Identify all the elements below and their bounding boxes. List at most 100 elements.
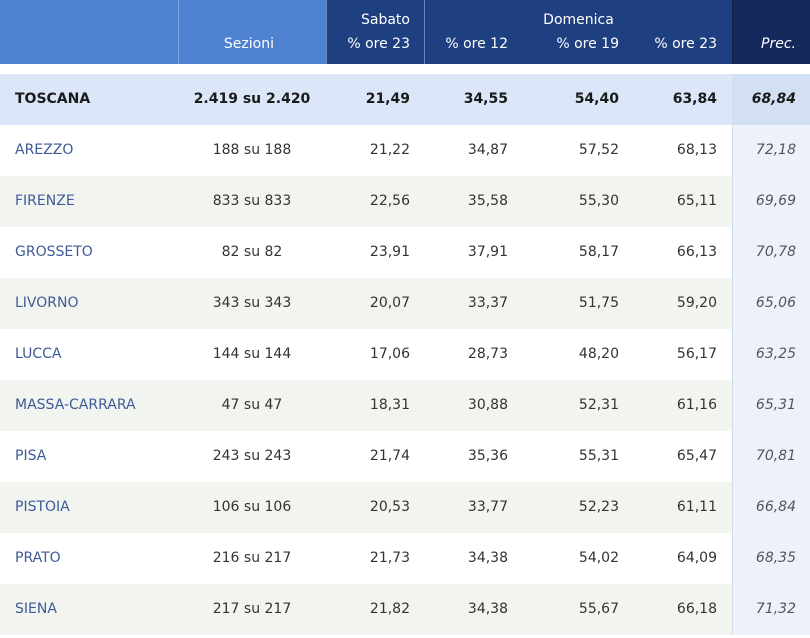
prec-column-bg [732,380,810,431]
sabato-ore23-value: 21,22 [369,142,410,158]
sabato-ore23-value: 23,91 [369,244,410,260]
prec-column-bg [732,227,810,278]
domenica-ore12-value: 34,38 [467,601,508,617]
prec-column-bg [732,176,810,227]
prec-column-bg [732,533,810,584]
table-row[interactable]: PISA 243 su 243 21,74 35,36 55,31 65,47 70,81 [0,431,810,482]
sabato-ore23-value: 20,53 [369,499,410,515]
domenica-ore12-value: 35,36 [467,448,508,464]
prec-value: 70,81 [755,448,796,464]
header-sezioni: Sezioni [178,0,326,64]
table-body: TOSCANA 2.419 su 2.420 21,49 34,55 54,40 63,8… [0,74,810,635]
sezioni-value: 216 su 217 [212,550,292,566]
domenica-ore19-value: 54,40 [574,91,619,107]
prec-value: 66,84 [755,499,796,515]
header-sabato: Sabato % ore 23 [326,0,424,64]
table-row[interactable]: SIENA 217 su 217 21,82 34,38 55,67 66,18 71,32 [0,584,810,635]
prec-column-bg [732,278,810,329]
domenica-ore12-value: 28,73 [467,346,508,362]
table-row[interactable]: PRATO 216 su 217 21,73 34,38 54,02 64,09 68,35 [0,533,810,584]
sezioni-value: 47 su 47 [221,397,283,413]
prec-value: 63,25 [755,346,796,362]
domenica-ore19-value: 57,52 [578,142,619,158]
header-sabato-ore23: % ore 23 [347,36,410,52]
header-sezioni-label: Sezioni [223,36,274,52]
sabato-ore23-value: 21,82 [369,601,410,617]
domenica-ore23-value: 68,13 [676,142,717,158]
table-row[interactable]: GROSSETO 82 su 82 23,91 37,91 58,17 66,13 70,7… [0,227,810,278]
prec-column-bg [732,74,810,125]
header-prec-label: Prec. [761,36,796,52]
prec-column-bg [732,584,810,635]
domenica-ore23-value: 61,16 [676,397,717,413]
header-provincia [0,0,178,64]
header-gap [0,64,810,74]
prec-value: 70,78 [755,244,796,260]
domenica-ore23-value: 64,09 [676,550,717,566]
domenica-ore12-value: 33,37 [467,295,508,311]
sezioni-value: 2.419 su 2.420 [193,91,311,107]
domenica-ore12-value: 34,87 [467,142,508,158]
province-name: SIENA [15,601,57,617]
domenica-ore23-value: 61,11 [676,499,717,515]
province-name: GROSSETO [15,244,93,260]
prec-value: 65,31 [755,397,796,413]
header-domenica-ore19: % ore 19 [556,36,619,52]
prec-column-bg [732,125,810,176]
domenica-ore23-value: 65,11 [676,193,717,209]
header-domenica-ore23: % ore 23 [654,36,717,52]
domenica-ore12-value: 37,91 [467,244,508,260]
province-name: PISTOIA [15,499,70,515]
domenica-ore19-value: 55,67 [578,601,619,617]
sezioni-value: 343 su 343 [212,295,292,311]
prec-value: 69,69 [755,193,796,209]
sezioni-value: 217 su 217 [212,601,292,617]
domenica-ore23-value: 65,47 [676,448,717,464]
sezioni-value: 106 su 106 [212,499,292,515]
sezioni-value: 144 su 144 [212,346,292,362]
domenica-ore23-value: 66,18 [676,601,717,617]
province-name: MASSA-CARRARA [15,397,136,413]
province-name: PISA [15,448,47,464]
table-row[interactable]: AREZZO 188 su 188 21,22 34,87 57,52 68,13 72,1… [0,125,810,176]
domenica-ore19-value: 52,31 [578,397,619,413]
header-sabato-label: Sabato [361,12,410,28]
domenica-ore12-value: 33,77 [467,499,508,515]
prec-column-bg [732,329,810,380]
province-name: PRATO [15,550,61,566]
domenica-ore12-value: 30,88 [467,397,508,413]
header-prec: Prec. [732,0,810,64]
prec-value: 65,06 [755,295,796,311]
table-row[interactable]: FIRENZE 833 su 833 22,56 35,58 55,30 65,11 69,… [0,176,810,227]
table-row[interactable]: LIVORNO 343 su 343 20,07 33,37 51,75 59,20 65,… [0,278,810,329]
domenica-ore23-value: 66,13 [676,244,717,260]
province-name: FIRENZE [15,193,75,209]
domenica-ore19-value: 48,20 [578,346,619,362]
header-domenica-ore12: % ore 12 [445,36,508,52]
domenica-ore23-value: 56,17 [676,346,717,362]
domenica-ore19-value: 55,30 [578,193,619,209]
domenica-ore19-value: 58,17 [578,244,619,260]
province-name: LIVORNO [15,295,79,311]
domenica-ore23-value: 59,20 [676,295,717,311]
domenica-ore12-value: 35,58 [467,193,508,209]
table-row[interactable]: LUCCA 144 su 144 17,06 28,73 48,20 56,17 63,25 [0,329,810,380]
sezioni-value: 243 su 243 [212,448,292,464]
table-row-total: TOSCANA 2.419 su 2.420 21,49 34,55 54,40 63,8… [0,74,810,125]
domenica-ore12-value: 34,55 [463,91,508,107]
domenica-ore19-value: 51,75 [578,295,619,311]
table-row[interactable]: MASSA-CARRARA 47 su 47 18,31 30,88 52,31 61,1… [0,380,810,431]
prec-value: 68,35 [755,550,796,566]
sabato-ore23-value: 20,07 [369,295,410,311]
prec-column-bg [732,482,810,533]
header-domenica: Domenica % ore 12 % ore 19 % ore 23 [424,0,732,64]
domenica-ore23-value: 63,84 [672,91,717,107]
table-row[interactable]: PISTOIA 106 su 106 20,53 33,77 52,23 61,11 66,… [0,482,810,533]
prec-value: 71,32 [755,601,796,617]
sezioni-value: 82 su 82 [221,244,283,260]
table-header: Sezioni Sabato % ore 23 Domenica % ore 1… [0,0,810,64]
domenica-ore12-value: 34,38 [467,550,508,566]
sabato-ore23-value: 17,06 [369,346,410,362]
domenica-ore19-value: 54,02 [578,550,619,566]
